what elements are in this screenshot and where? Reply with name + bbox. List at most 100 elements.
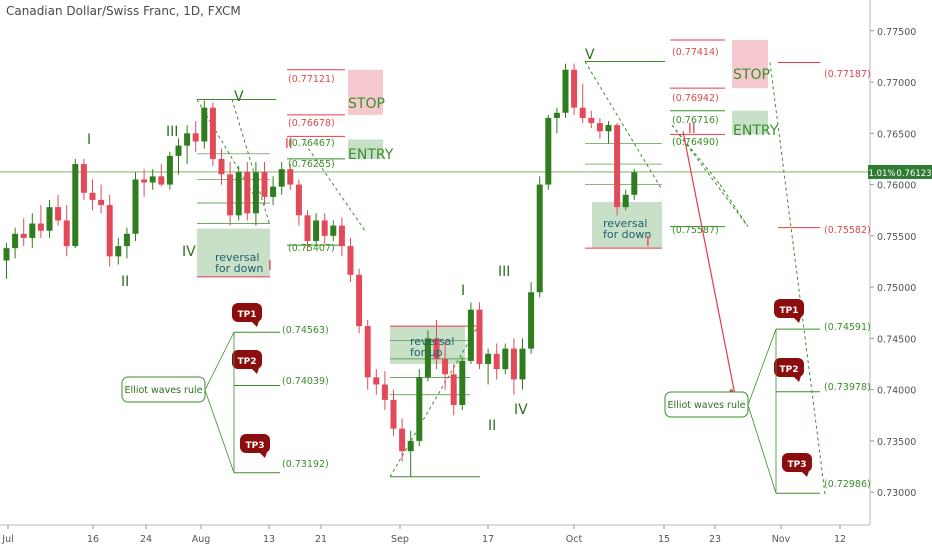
wave-guide [389,325,479,478]
candle-body [442,358,449,375]
level-label: (0.76490) [672,137,719,148]
tp-bubble-tail [793,376,801,382]
candle-body [287,169,294,185]
x-tick-label: 21 [315,534,327,545]
x-tick-label: Nov [772,534,791,545]
stop-label: STOP [348,96,385,112]
wave-guide [719,184,749,227]
price-tag-text: 0.76123 [896,169,931,179]
candle-body [407,440,414,452]
level-label: (0.77414) [672,47,719,58]
candle-body [330,225,337,236]
tp-guide [747,404,777,494]
candle-body [3,248,10,261]
tp-level-label: (0.73192) [282,459,329,470]
tp-guide [204,389,235,473]
y-tick-label: 0.76500 [877,129,916,140]
candle-body [166,155,173,185]
candle-body [399,428,406,452]
wave-label-V: V [585,47,595,63]
candle-body [175,145,182,156]
level-label: (0.76942) [672,93,719,104]
candle-body [46,207,53,231]
candle-body [12,233,19,249]
candle-body [132,179,139,234]
candle-body [467,309,474,361]
tp-bubble-tail [251,368,259,374]
entry-zone-right [732,110,768,135]
tp-label: TP3 [246,441,265,451]
reversal-label: reversal [410,335,454,348]
candle-body [433,338,440,359]
tp-bubble [232,350,262,369]
candle-body [416,377,423,441]
change-tag-text: 1.01% [868,169,895,179]
candle-body [252,172,259,214]
candle-body [141,179,148,183]
candle-body [235,172,242,216]
candle-body [622,194,629,208]
y-tick-label: 0.77500 [877,27,916,38]
candle-body [201,107,208,142]
candle-body [270,186,277,197]
candle-body [605,125,612,132]
reversal-label: for down [215,262,263,275]
tp-label: TP3 [788,460,807,470]
candle-body [356,274,363,327]
tp-guide [204,332,235,391]
candle-body [338,225,345,247]
wave-label-IV: IV [182,244,196,260]
tp-label: TP1 [238,310,257,320]
wave-guide [671,124,721,185]
candle-body [209,107,216,159]
candle-body [528,292,535,349]
x-tick-label: 24 [140,534,152,545]
tp-bubble-tail [793,317,801,323]
entry-label-right: ENTRY [733,123,779,139]
candle-body [510,348,517,380]
y-tick-label: 0.76000 [877,181,916,192]
candle-body [485,353,492,365]
candle-body [89,192,96,200]
candle-body [63,220,70,247]
tp-bubble [240,434,270,453]
wave-label-II-red: II [285,137,293,152]
tp-level-label: (0.74591) [824,322,871,333]
y-tick-label: 0.73500 [877,437,916,448]
candle-body [295,184,302,216]
candle-body [106,205,113,257]
tp-bubble-tail [259,452,267,458]
candle-body [459,360,466,406]
candle-body [424,338,431,378]
tp-level-label: (0.72986) [824,479,871,490]
tp-label: TP1 [780,306,799,316]
candle-body [313,220,320,241]
candle-body [596,123,603,132]
wave-guide [584,61,663,190]
wave-label-I-red: I [268,259,272,274]
tp-bubble-tail [801,471,809,477]
reversal-label: for up [410,346,443,359]
wave-label-II: II [488,418,496,434]
tp-bubble [232,303,262,322]
level-label: (0.76678) [288,118,335,129]
candle-body [321,220,328,236]
x-tick-label: Aug [192,534,211,545]
tp-level-label: (0.74563) [282,325,329,336]
x-tick-label: Oct [566,534,583,545]
x-tick-label: 13 [263,534,275,545]
reversal-down-zone-right [592,202,662,249]
stop-zone [348,69,383,115]
tp-label: TP2 [780,365,799,375]
candle-body [347,246,354,275]
candle-body [278,169,285,187]
tp-level-label: (0.73978) [824,382,871,393]
wave-guide [769,62,826,495]
x-tick-label: 16 [87,534,99,545]
wave-label-I: I [87,132,91,148]
reversal-label: reversal [215,251,259,264]
candle-body [579,107,586,118]
entry-zone [348,139,383,159]
tp-label: TP2 [238,357,257,367]
